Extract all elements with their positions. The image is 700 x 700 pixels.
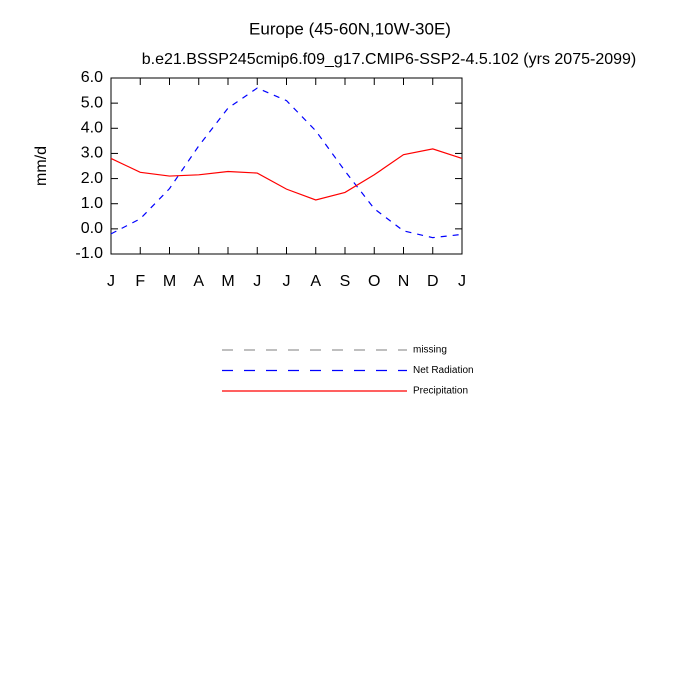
legend-label: missing [413, 345, 447, 356]
chart-title: Europe (45-60N,10W-30E) [249, 19, 451, 38]
y-tick-label: 5.0 [81, 94, 103, 111]
chart-subtitle: b.e21.BSSP245cmip6.f09_g17.CMIP6-SSP2-4.… [142, 51, 637, 68]
y-tick-label: 4.0 [81, 120, 103, 137]
series-line [110, 87, 463, 239]
y-tick-label: 6.0 [81, 69, 103, 86]
series-line [110, 148, 463, 201]
x-tick-label: S [340, 273, 351, 290]
x-tick-label: A [310, 273, 321, 290]
y-axis-label: mm/d [33, 146, 50, 186]
x-tick-label: N [398, 273, 410, 290]
x-tick-label: M [221, 273, 234, 290]
x-tick-label: J [458, 273, 466, 290]
y-tick-label: -1.0 [75, 245, 103, 262]
x-tick-label: J [283, 273, 291, 290]
plot-frame [110, 77, 463, 255]
y-tick-label: 0.0 [81, 220, 103, 237]
x-tick-label: F [135, 273, 145, 290]
x-tick-label: O [368, 273, 380, 290]
legend-label: Net Radiation [413, 365, 474, 376]
x-tick-label: A [193, 273, 204, 290]
x-tick-label: D [427, 273, 439, 290]
legend-label: Precipitation [413, 386, 468, 397]
x-tick-label: J [253, 273, 261, 290]
y-tick-label: 2.0 [81, 170, 103, 187]
y-tick-label: 3.0 [81, 145, 103, 162]
x-tick-label: M [163, 273, 176, 290]
x-tick-label: J [107, 273, 115, 290]
y-tick-label: 1.0 [81, 195, 103, 212]
